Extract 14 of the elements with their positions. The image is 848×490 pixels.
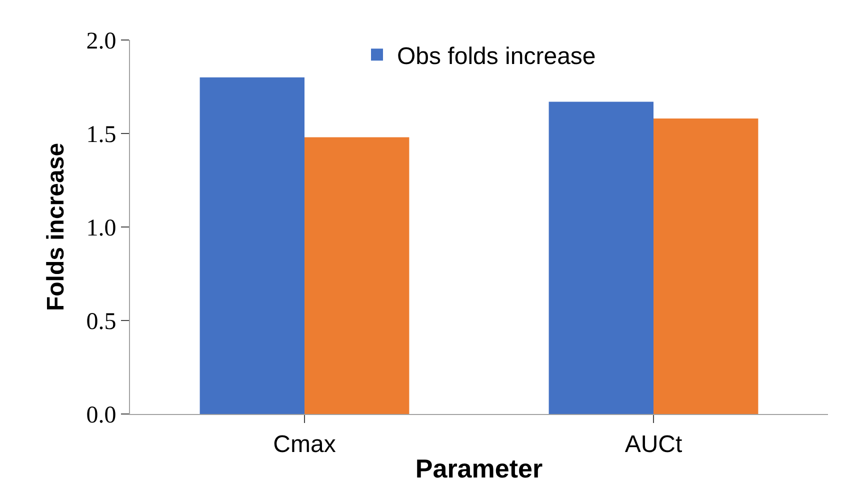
bar <box>548 102 654 414</box>
y-axis-title: Folds increase <box>42 142 70 312</box>
x-tick-label: Cmax <box>273 430 336 458</box>
y-tick-label: 1.0 <box>86 215 116 242</box>
y-tick-label: 0.0 <box>86 402 116 428</box>
bar <box>200 77 304 414</box>
y-tick-label: 2.0 <box>86 28 116 54</box>
legend-label: Obs folds increase <box>397 42 596 70</box>
y-tick-label: 0.5 <box>86 308 116 335</box>
x-tick-label: AUCt <box>624 430 682 458</box>
y-tick-label: 1.5 <box>86 122 116 148</box>
bar <box>654 118 758 414</box>
x-axis-title: Parameter <box>415 454 543 484</box>
bar <box>304 137 410 414</box>
